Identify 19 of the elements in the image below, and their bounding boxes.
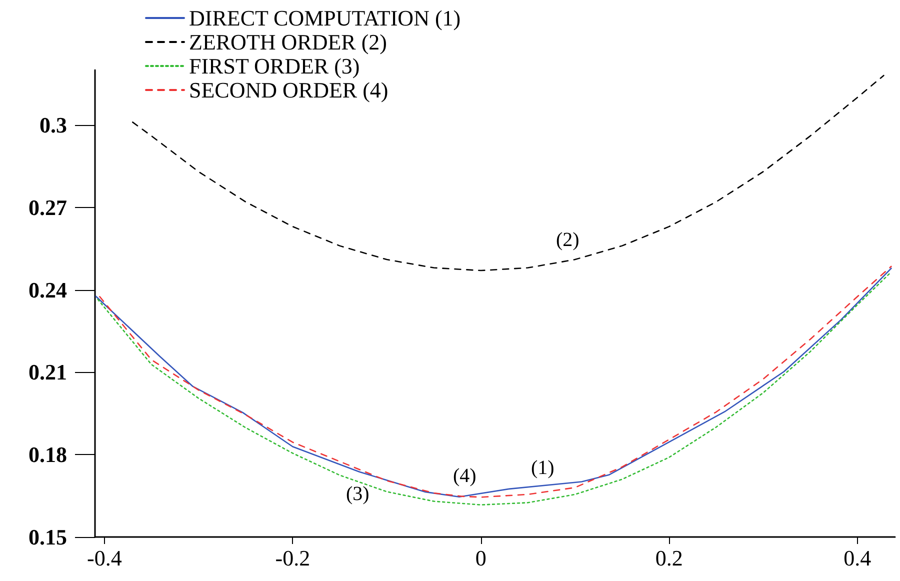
x-tick-label: -0.4	[87, 546, 122, 570]
y-tick-label: 0.24	[28, 277, 67, 302]
y-tick-label: 0.27	[28, 194, 67, 220]
x-tick-label: -0.2	[275, 546, 310, 570]
y-tick-label: 0.21	[28, 360, 67, 385]
legend-label: ZEROTH ORDER (2)	[189, 30, 387, 54]
annotation: (2)	[556, 229, 580, 251]
annotation: (1)	[531, 457, 554, 479]
legend-label: DIRECT COMPUTATION (1)	[189, 6, 461, 30]
legend-label: FIRST ORDER (3)	[189, 54, 360, 78]
y-tick-label: 0.3	[40, 112, 67, 138]
legend-label: SECOND ORDER (4)	[189, 78, 388, 102]
annotation: (3)	[346, 483, 370, 505]
annotation: (4)	[453, 465, 476, 487]
y-tick-label: 0.15	[28, 524, 67, 550]
x-tick-label: 0	[475, 546, 486, 570]
y-tick-label: 0.18	[28, 442, 67, 468]
x-tick-label: 0.4	[844, 546, 872, 570]
x-tick-label: 0.2	[655, 546, 683, 570]
